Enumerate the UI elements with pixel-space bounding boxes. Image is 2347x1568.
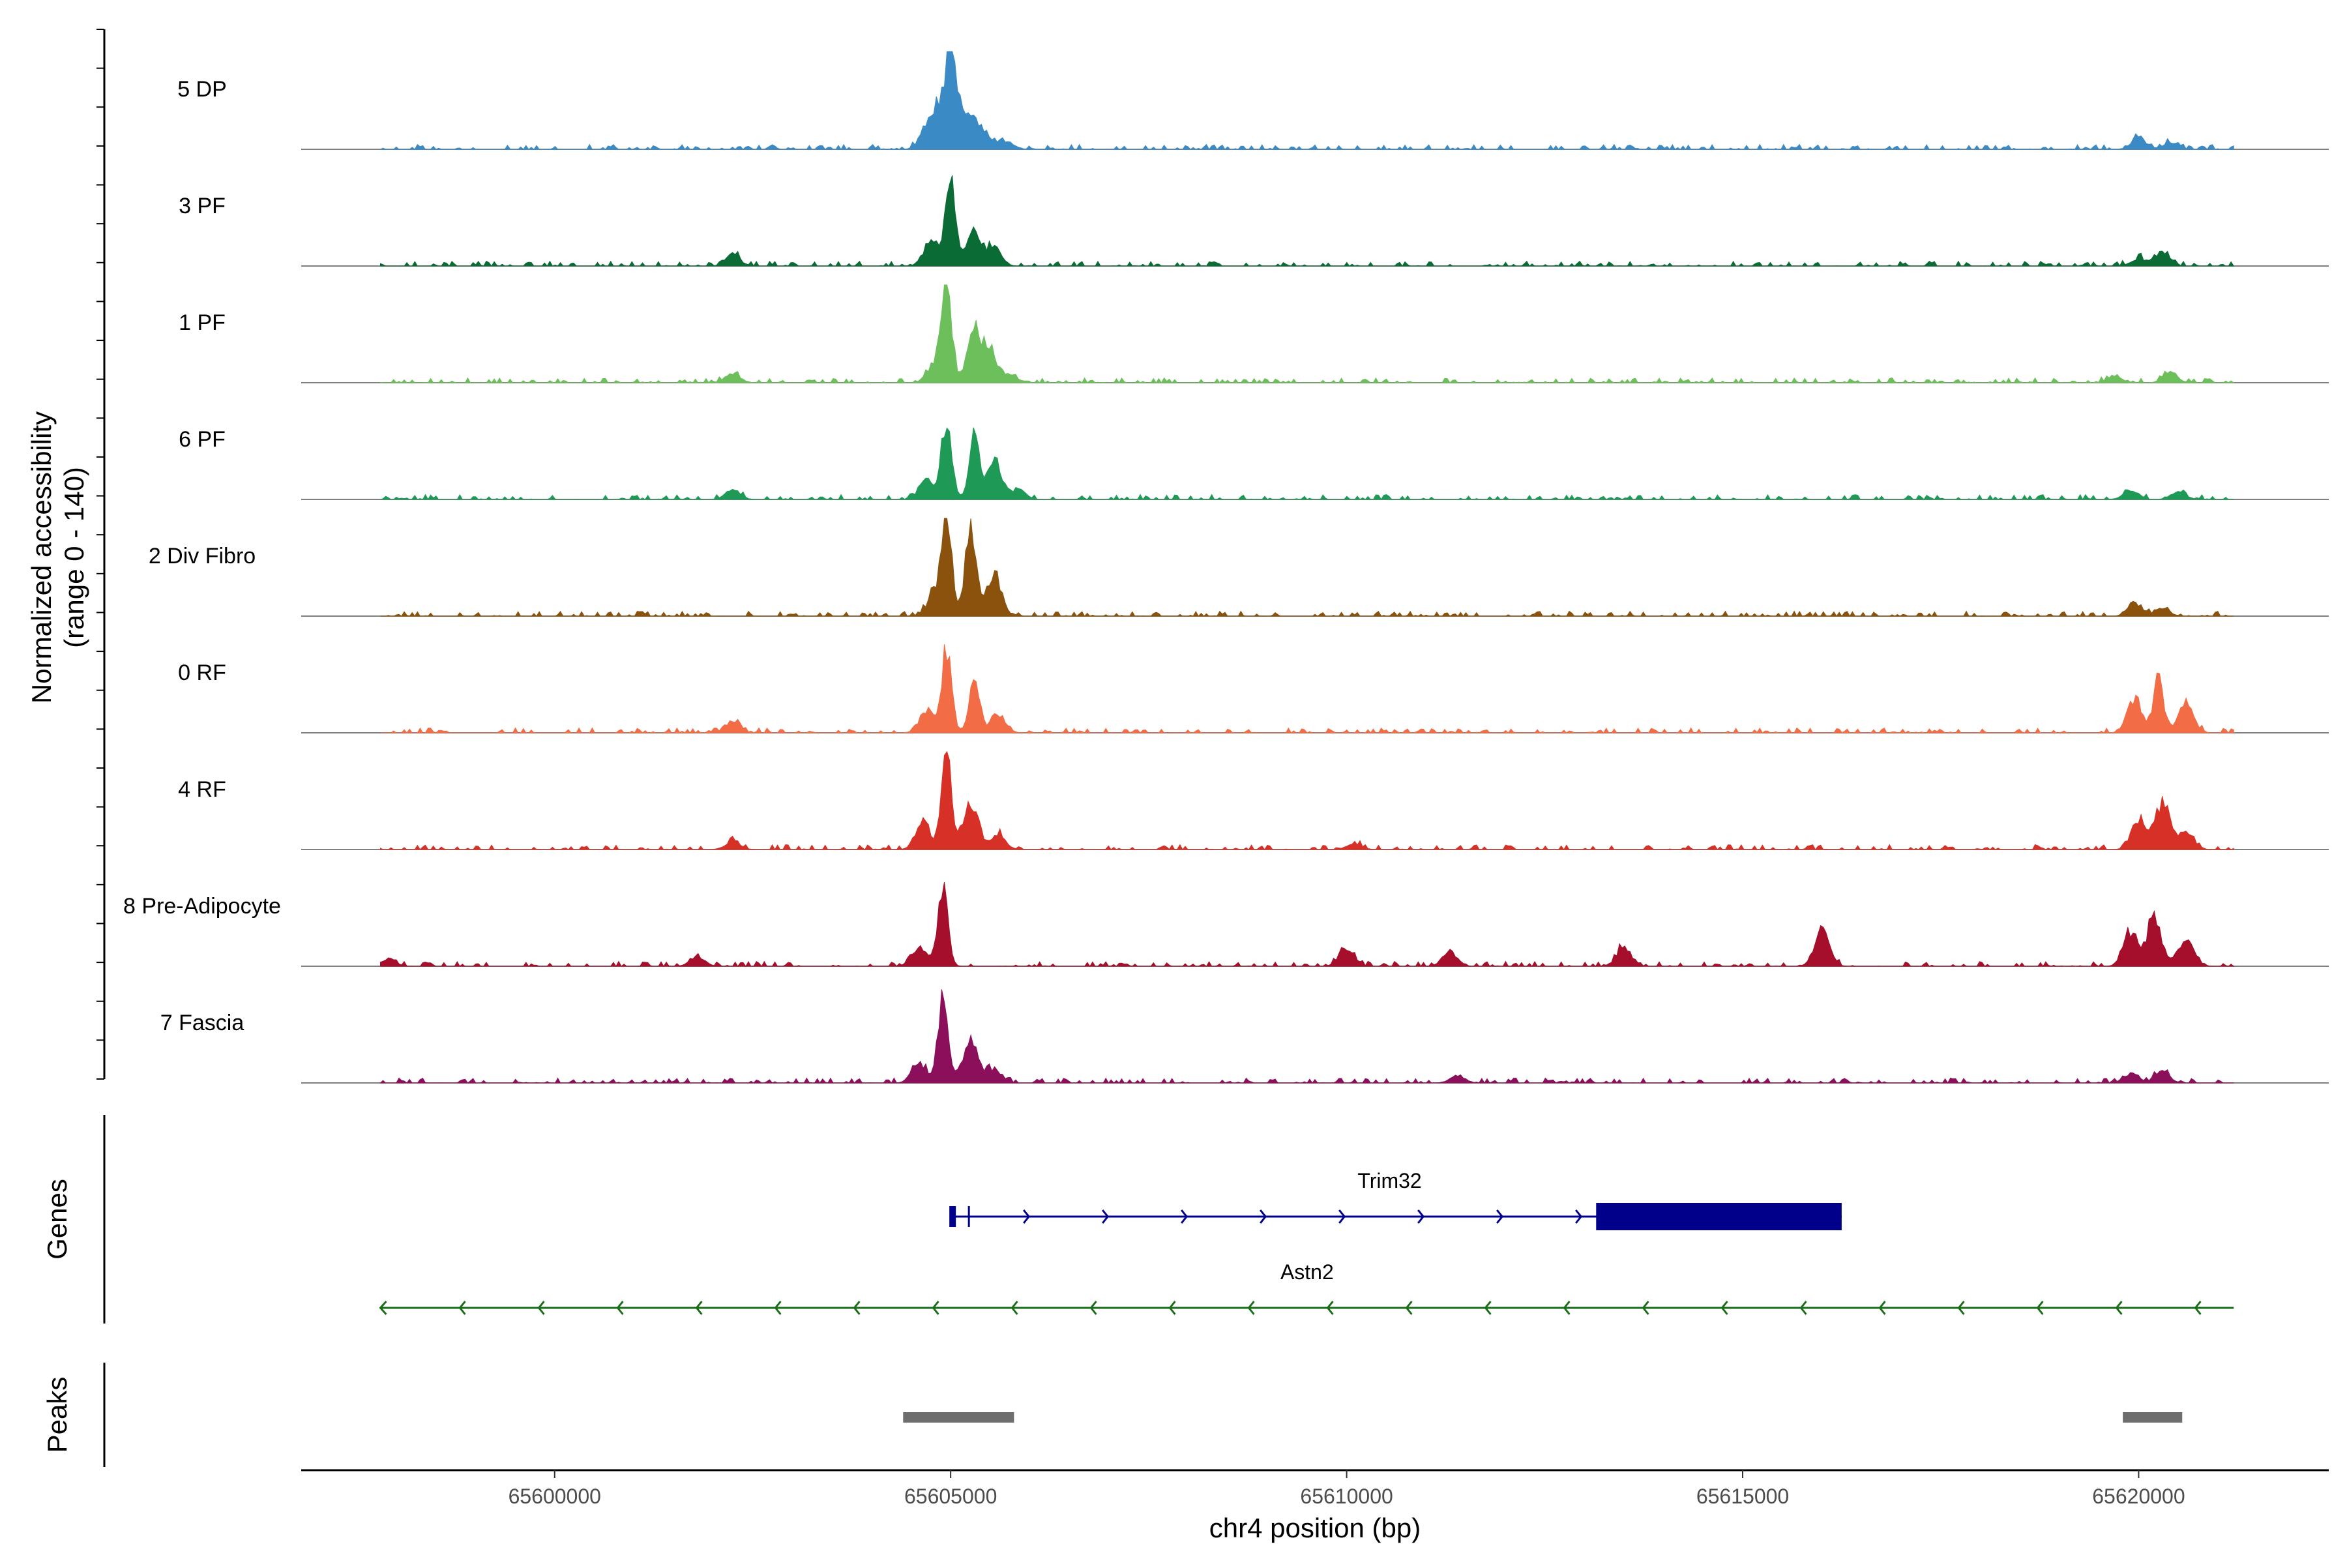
track-7-fascia: 7 Fascia [160, 989, 2329, 1084]
strand-chevron [2115, 1301, 2123, 1315]
strand-chevron [1011, 1301, 1018, 1315]
track-8-pre-adipocyte: 8 Pre-Adipocyte [123, 882, 2329, 967]
track-2-div-fibro: 2 Div Fibro [149, 518, 2329, 617]
gene-label: Trim32 [1357, 1169, 1421, 1192]
coverage-area [380, 882, 2235, 967]
strand-chevron [1338, 1209, 1346, 1224]
strand-chevron [1405, 1301, 1413, 1315]
strand-chevron [695, 1301, 703, 1315]
strand-chevron [1168, 1301, 1176, 1315]
track-label: 4 RF [178, 777, 226, 802]
peaks-panel-title: Peaks [42, 1377, 72, 1453]
track-label: 5 DP [177, 77, 227, 102]
strand-chevron [853, 1301, 861, 1315]
strand-chevron [458, 1301, 466, 1315]
track-4-rf: 4 RF [178, 750, 2329, 851]
accessibility-y-axis [96, 29, 106, 1080]
y-axis-title-line1: Normalized accessibility [26, 411, 57, 703]
strand-chevron [1720, 1301, 1728, 1315]
strand-chevron [2036, 1301, 2044, 1315]
gene-label: Astn2 [1280, 1260, 1334, 1284]
track-label: 2 Div Fibro [149, 544, 256, 569]
coverage-area [380, 750, 2234, 851]
coding-exon [1596, 1203, 1842, 1230]
x-tick-label: 65610000 [1300, 1485, 1393, 1508]
x-tick-label: 65615000 [1696, 1485, 1789, 1508]
strand-chevron [1259, 1209, 1267, 1224]
strand-chevron [1642, 1301, 1649, 1315]
gene-annotations: Trim32 Astn2 [379, 1169, 2234, 1316]
strand-chevron [1247, 1301, 1255, 1315]
coverage-area [380, 175, 2235, 267]
strand-chevron [2194, 1301, 2202, 1315]
peak-regions [903, 1412, 2183, 1423]
strand-chevron [1878, 1301, 1886, 1315]
track-label: 3 PF [179, 194, 226, 218]
strand-chevron [1563, 1301, 1571, 1315]
strand-chevron [932, 1301, 939, 1315]
strand-chevron [1089, 1301, 1097, 1315]
track-5-dp: 5 DP [177, 51, 2329, 150]
strand-chevron [379, 1300, 387, 1316]
strand-chevron [537, 1301, 545, 1315]
track-3-pf: 3 PF [179, 175, 2329, 267]
strand-chevron [1799, 1301, 1807, 1315]
y-axis-title-line2: (range 0 - 140) [59, 467, 89, 648]
peak-bar [903, 1412, 1014, 1423]
x-axis-title: chr4 position (bp) [1209, 1513, 1421, 1543]
x-tick-label: 65600000 [509, 1485, 601, 1508]
peak-bar [2123, 1412, 2183, 1423]
coverage-area [380, 51, 2234, 150]
strand-chevron [1101, 1209, 1110, 1224]
track-6-pf: 6 PF [179, 427, 2329, 501]
track-label: 8 Pre-Adipocyte [123, 894, 281, 919]
track-1-pf: 1 PF [179, 284, 2329, 383]
gene-trim32: Trim32 [949, 1169, 1842, 1230]
genes-panel-title: Genes [42, 1179, 72, 1260]
strand-chevron [1326, 1301, 1334, 1315]
strand-chevron [1022, 1209, 1031, 1224]
coverage-area [380, 518, 2234, 617]
gene-astn2: Astn2 [379, 1260, 2234, 1316]
track-label: 1 PF [179, 310, 226, 335]
strand-chevron [1574, 1209, 1583, 1224]
x-tick-label: 65620000 [2092, 1485, 2185, 1508]
track-label: 0 RF [178, 660, 226, 685]
x-axis: 65600000 65605000 65610000 65615000 65620000 [301, 1469, 2329, 1508]
track-label: 6 PF [179, 427, 226, 452]
coverage-area [380, 284, 2235, 383]
coverage-tracks: 5 DP 3 PF 1 PF 6 PF 2 Div Fibro 0 RF 4 RF 8 Pre… [123, 51, 2329, 1084]
coverage-area [380, 644, 2234, 733]
strand-chevron [616, 1301, 624, 1315]
strand-chevron [1484, 1301, 1492, 1315]
strand-chevron [1180, 1209, 1188, 1224]
coverage-area [380, 427, 2234, 501]
exon [949, 1206, 956, 1227]
strand-chevron [1417, 1209, 1425, 1224]
strand-chevron [774, 1301, 782, 1315]
coverage-area [379, 989, 2234, 1084]
strand-chevron [1496, 1209, 1504, 1224]
track-0-rf: 0 RF [178, 644, 2329, 733]
x-tick-label: 65605000 [904, 1485, 997, 1508]
strand-chevron [1957, 1301, 1965, 1315]
track-label: 7 Fascia [160, 1011, 244, 1035]
